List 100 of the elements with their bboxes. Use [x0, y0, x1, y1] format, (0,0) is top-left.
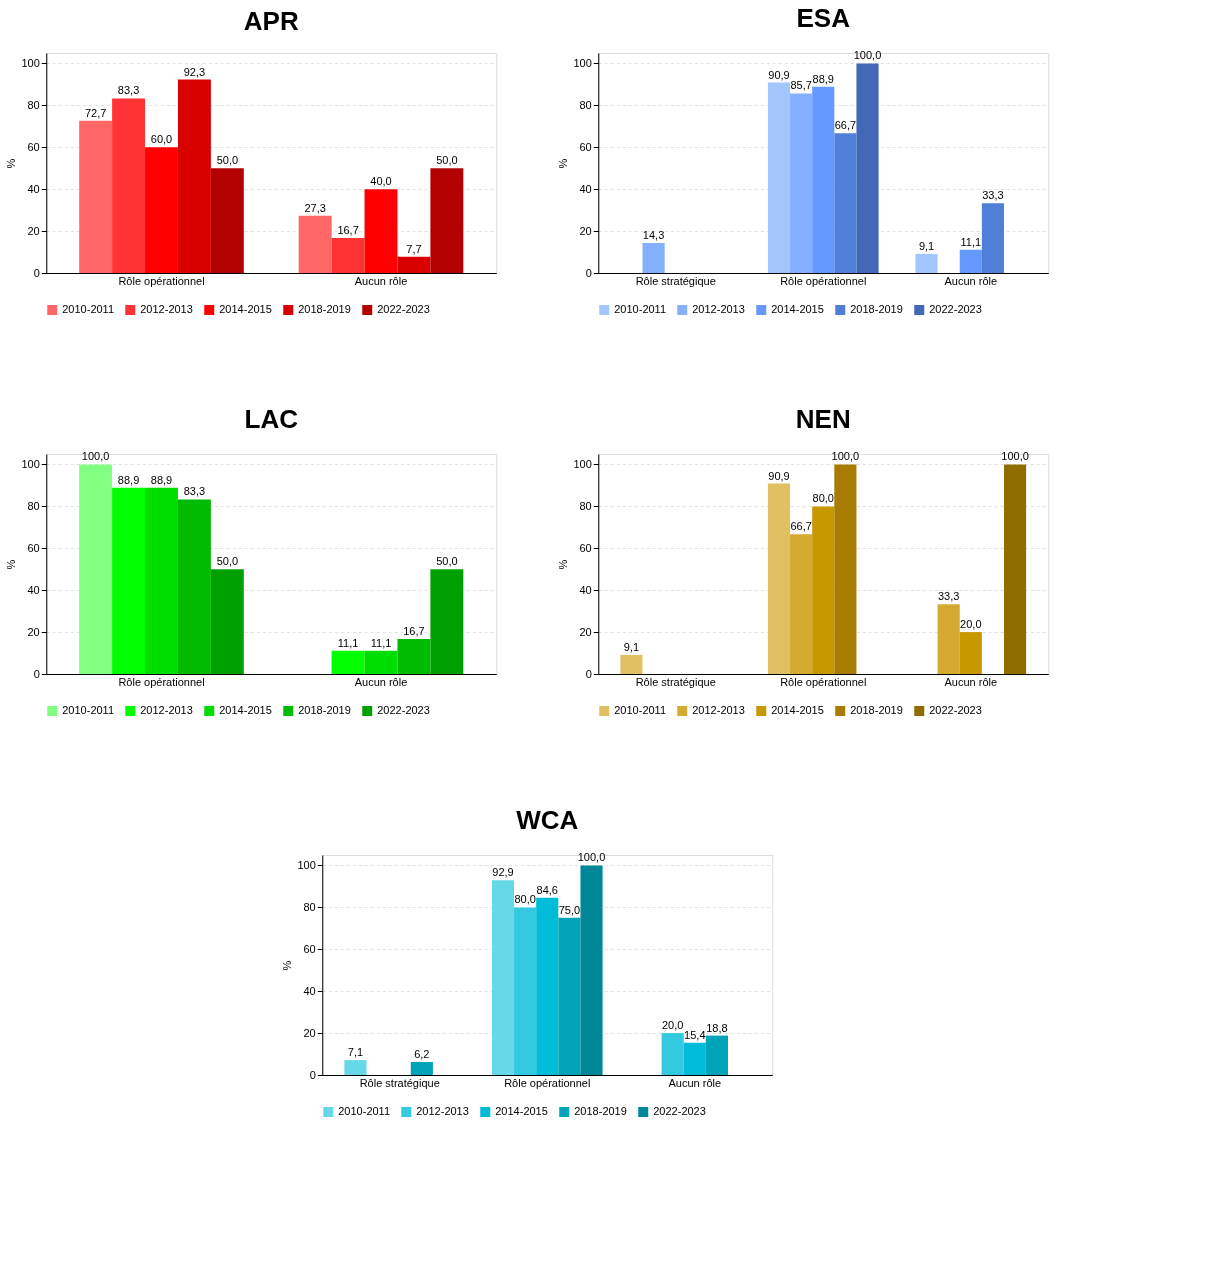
y-tick-label: 60: [579, 541, 592, 554]
bar: [834, 133, 857, 273]
bar: [145, 487, 178, 674]
chart-title: NEN: [795, 404, 851, 435]
y-tick-label: 0: [33, 667, 40, 680]
data-label: 92,9: [492, 866, 514, 879]
bar: [397, 256, 431, 273]
y-tick-label: 40: [303, 984, 316, 997]
legend-label: 2010-2011: [614, 303, 667, 315]
data-label: 40,0: [370, 175, 392, 188]
x-tick-label: Rôle opérationnel: [118, 274, 205, 287]
data-label: 20,0: [661, 1019, 684, 1032]
y-tick-label: 0: [309, 1068, 316, 1081]
bar: [1003, 464, 1027, 674]
bar: [661, 1033, 684, 1075]
x-tick-label: Rôle opérationnel: [504, 1076, 591, 1089]
legend-label: 2010-2011: [62, 303, 115, 315]
y-axis-title: %: [5, 559, 18, 570]
legend-label: 2012-2013: [692, 303, 745, 315]
y-tick-label: 20: [27, 224, 40, 237]
legend-label: 2012-2013: [140, 303, 193, 315]
bar: [397, 639, 431, 674]
y-tick-label: 0: [585, 667, 592, 680]
data-label: 16,7: [403, 625, 425, 638]
data-label: 83,3: [117, 84, 140, 97]
legend-label: 2022-2023: [929, 303, 982, 315]
y-tick-label: 80: [27, 499, 40, 512]
data-label: 11,1: [960, 235, 982, 248]
data-label: 80,0: [514, 893, 536, 906]
data-label: 9,1: [623, 640, 640, 653]
legend-label: 2014-2015: [495, 1105, 548, 1117]
data-label: 84,6: [536, 883, 558, 896]
bar: [298, 215, 332, 273]
bar: [558, 917, 581, 1075]
bar: [364, 189, 398, 273]
y-tick-label: 40: [27, 182, 40, 195]
y-tick-label: 60: [27, 541, 40, 554]
bar: [981, 203, 1004, 273]
x-tick-label: Aucun rôle: [944, 675, 998, 688]
bar: [331, 650, 365, 674]
data-label: 100,0: [831, 450, 860, 463]
bar: [856, 63, 879, 273]
y-tick-label: 60: [579, 140, 592, 153]
y-tick-label: 100: [21, 457, 40, 470]
legend-label: 2022-2023: [929, 704, 982, 716]
x-tick-label: Rôle opérationnel: [118, 675, 205, 688]
bar: [410, 1062, 433, 1075]
legend-label: 2022-2023: [377, 303, 430, 315]
bar: [112, 98, 146, 273]
bar: [767, 82, 791, 273]
y-tick-label: 80: [27, 98, 40, 111]
data-label: 85,7: [790, 79, 812, 92]
data-label: 7,1: [347, 1046, 364, 1059]
x-tick-label: Aucun rôle: [944, 274, 998, 287]
data-label: 33,3: [982, 189, 1004, 202]
legend-label: 2012-2013: [692, 704, 745, 716]
y-axis-title: %: [557, 559, 570, 570]
y-axis-title: %: [557, 158, 570, 169]
data-label: 9,1: [918, 239, 935, 252]
data-label: 100,0: [853, 49, 882, 62]
y-tick-label: 20: [579, 625, 592, 638]
data-label: 90,9: [768, 68, 790, 81]
data-label: 50,0: [436, 154, 458, 167]
data-label: 11,1: [370, 636, 392, 649]
data-label: 92,3: [183, 65, 206, 78]
chart-title: WCA: [516, 805, 579, 836]
data-label: 50,0: [436, 555, 458, 568]
data-label: 18,8: [706, 1021, 728, 1034]
bar: [177, 79, 211, 273]
data-label: 88,9: [150, 473, 173, 486]
data-label: 100,0: [1001, 450, 1029, 463]
data-label: 100,0: [81, 450, 110, 463]
bar: [620, 654, 643, 674]
y-tick-label: 80: [579, 98, 592, 111]
x-tick-label: Rôle stratégique: [635, 675, 716, 688]
data-label: 60,0: [150, 133, 173, 146]
bar: [344, 1060, 367, 1075]
y-tick-label: 100: [297, 858, 316, 871]
legend-label: 2018-2019: [850, 303, 903, 315]
x-tick-label: Aucun rôle: [354, 675, 408, 688]
data-label: 88,9: [117, 473, 140, 486]
legend-label: 2014-2015: [771, 704, 824, 716]
data-label: 83,3: [183, 485, 206, 498]
y-tick-label: 40: [579, 583, 592, 596]
chart-title: ESA: [796, 3, 851, 34]
y-tick-label: 60: [27, 140, 40, 153]
data-label: 100,0: [577, 851, 606, 864]
bar: [491, 880, 515, 1075]
bar: [812, 86, 835, 273]
bar: [705, 1035, 728, 1075]
data-label: 11,1: [337, 636, 359, 649]
x-tick-label: Aucun rôle: [668, 1076, 722, 1089]
bar: [430, 168, 464, 273]
y-tick-label: 100: [573, 56, 592, 69]
x-tick-label: Rôle opérationnel: [780, 675, 867, 688]
data-label: 50,0: [216, 555, 239, 568]
x-tick-label: Rôle stratégique: [635, 274, 716, 287]
bar: [834, 464, 857, 674]
chart-title: LAC: [244, 404, 299, 435]
data-label: 80,0: [812, 492, 834, 505]
